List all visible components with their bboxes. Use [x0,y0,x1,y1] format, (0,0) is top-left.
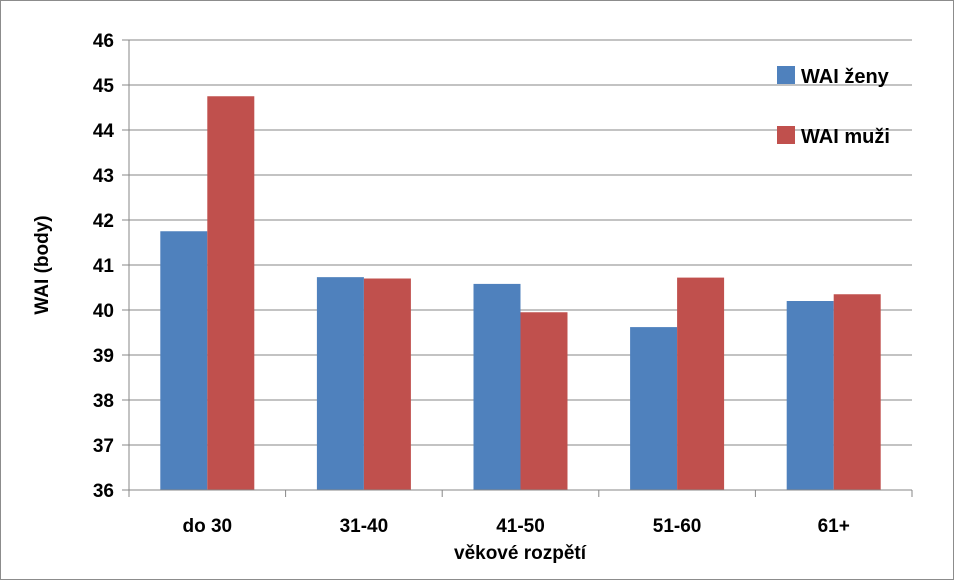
bar [316,277,364,490]
legend: WAI ženy WAI muži [777,66,890,148]
x-tick-labels: do 30 31-40 41-50 51-60 61+ [182,516,849,537]
x-tick-label: do 30 [182,516,232,537]
y-tick-label: 39 [93,346,114,367]
x-tick-label: 31-40 [340,516,389,537]
bar [207,96,255,490]
y-tick-label: 44 [93,121,115,142]
y-tick-label: 41 [93,256,115,277]
y-tick-label: 45 [93,76,115,97]
gridlines [129,39,912,446]
x-tick-label: 51-60 [653,516,702,537]
bar [160,231,208,490]
legend-swatch-zeny [777,66,795,84]
legend-swatch-muzi [777,126,795,144]
y-tick-label: 36 [93,481,114,502]
bar [520,312,568,490]
y-tick-label: 40 [93,301,114,322]
bar [630,327,678,490]
x-axis-title: věkové rozpětí [454,543,587,564]
legend-label-zeny: WAI ženy [801,66,890,88]
axes [122,39,913,497]
bars [160,96,881,490]
bar [677,277,725,490]
y-tick-label: 43 [93,166,114,187]
y-tick-label: 38 [93,391,114,412]
bar [833,294,881,490]
y-tick-label: 37 [93,436,114,457]
x-tick-label: 41-50 [496,516,545,537]
bar [473,283,521,490]
bar [786,301,834,490]
bar [363,278,411,490]
y-axis-title: WAI (body) [32,215,53,314]
y-tick-labels: 36 37 38 39 40 41 42 43 44 45 46 [93,31,115,502]
x-tick-label: 61+ [818,516,850,537]
y-tick-label: 46 [93,31,114,52]
y-tick-label: 42 [93,211,114,232]
legend-label-muzi: WAI muži [801,126,890,148]
